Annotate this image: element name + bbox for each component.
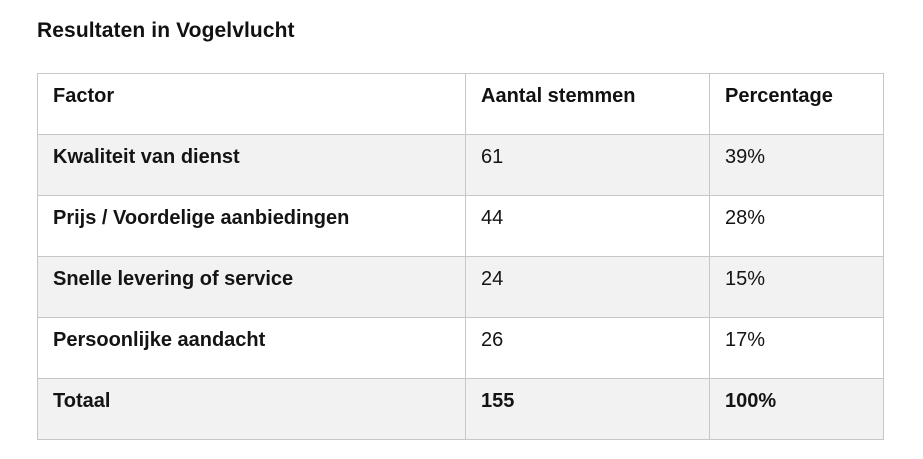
factor-cell: Prijs / Voordelige aanbiedingen bbox=[37, 195, 466, 257]
percentage-cell: 17% bbox=[709, 317, 884, 379]
votes-cell: 61 bbox=[465, 134, 710, 196]
total-votes-cell: 155 bbox=[465, 378, 710, 440]
factor-cell: Snelle levering of service bbox=[37, 256, 466, 318]
column-header-factor: Factor bbox=[37, 73, 466, 135]
header-row: Factor Aantal stemmen Percentage bbox=[37, 73, 884, 135]
votes-cell: 24 bbox=[465, 256, 710, 318]
results-table: Factor Aantal stemmen Percentage Kwalite… bbox=[37, 73, 884, 440]
total-label-cell: Totaal bbox=[37, 378, 466, 440]
votes-cell: 26 bbox=[465, 317, 710, 379]
table-row: Kwaliteit van dienst 61 39% bbox=[37, 134, 884, 196]
percentage-cell: 15% bbox=[709, 256, 884, 318]
percentage-cell: 39% bbox=[709, 134, 884, 196]
total-row: Totaal 155 100% bbox=[37, 378, 884, 440]
page-title: Resultaten in Vogelvlucht bbox=[37, 19, 295, 42]
percentage-cell: 28% bbox=[709, 195, 884, 257]
total-percentage-cell: 100% bbox=[709, 378, 884, 440]
table-row: Prijs / Voordelige aanbiedingen 44 28% bbox=[37, 195, 884, 257]
column-header-votes: Aantal stemmen bbox=[465, 73, 710, 135]
table-row: Snelle levering of service 24 15% bbox=[37, 256, 884, 318]
factor-cell: Persoonlijke aandacht bbox=[37, 317, 466, 379]
column-header-percentage: Percentage bbox=[709, 73, 884, 135]
table-row: Persoonlijke aandacht 26 17% bbox=[37, 317, 884, 379]
factor-cell: Kwaliteit van dienst bbox=[37, 134, 466, 196]
votes-cell: 44 bbox=[465, 195, 710, 257]
